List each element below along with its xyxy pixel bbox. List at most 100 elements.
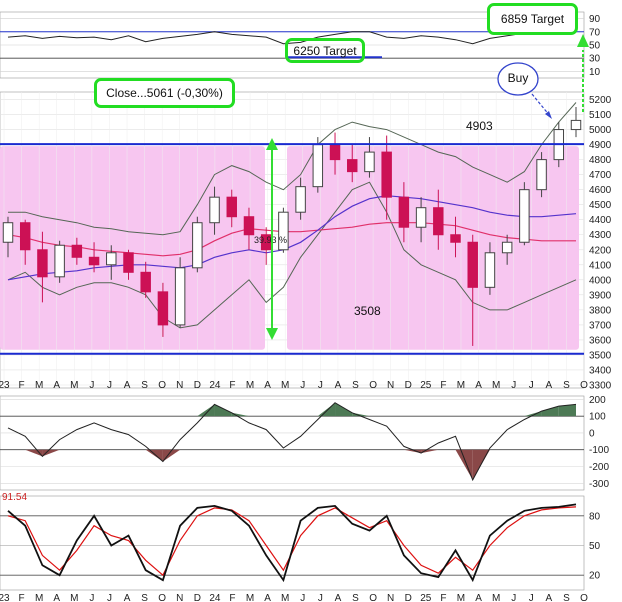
candle-body — [484, 252, 496, 288]
candle-body — [88, 256, 100, 266]
stochastic-x-tick-label: F — [229, 593, 235, 602]
oscillator-tick-label: 90 — [589, 14, 601, 25]
oscillator-tick-label: 30 — [589, 54, 601, 65]
price-tick-label: 5100 — [589, 110, 612, 121]
candle-body — [226, 196, 237, 218]
oscillator-series-line — [7, 31, 577, 45]
range-band-left — [0, 146, 265, 350]
price-x-tick-label: J — [107, 380, 112, 391]
stochastic-x-tick-label: M — [35, 593, 43, 602]
price-x-tick-label: S — [141, 380, 148, 391]
candle-body — [54, 244, 65, 278]
momentum-negative-fill — [403, 449, 422, 454]
price-tick-label: 4700 — [589, 170, 612, 181]
price-pane: 3300 3400 3500 3600 3700 3800 3900 4000 4100 4200… — [0, 91, 612, 391]
price-x-tick-label: S — [563, 380, 570, 391]
oscillator-tick-label: 50 — [589, 41, 601, 52]
momentum-positive-fill — [317, 402, 336, 417]
candle-body — [37, 249, 48, 278]
price-x-tick-label: 25 — [420, 380, 432, 391]
buy-label: Buy — [508, 71, 529, 85]
momentum-positive-fill — [352, 412, 370, 417]
stochastic-x-tick-label: A — [475, 593, 482, 602]
candle-body — [192, 222, 203, 269]
stochastic-frame — [0, 495, 585, 591]
target-callout-high: 6859 Target — [487, 3, 578, 35]
candle-body — [157, 291, 169, 326]
price-tick-label: 5000 — [589, 125, 612, 136]
price-x-tick-label: N — [176, 380, 183, 391]
price-x-tick-label: 23 — [0, 380, 10, 391]
candle-body — [381, 151, 392, 198]
price-tick-label: 4500 — [589, 200, 612, 211]
momentum-tick-label: -200 — [589, 462, 609, 473]
candle-body — [501, 241, 513, 254]
stochastic-x-tick-label: J — [511, 593, 516, 602]
stochastic-x-tick-label: F — [440, 593, 446, 602]
price-tick-label: 3600 — [589, 335, 612, 346]
target-arrow-head — [577, 34, 589, 47]
range-band-right — [287, 146, 579, 350]
candle-body — [450, 234, 461, 243]
price-x-tick-label: J — [511, 380, 516, 391]
momentum-positive-fill — [197, 404, 215, 417]
candle-body — [467, 241, 478, 288]
price-x-tick-label: M — [35, 380, 43, 391]
candle-body — [415, 207, 427, 228]
momentum-negative-fill — [162, 449, 181, 462]
candle-body — [123, 252, 134, 273]
stochastic-x-tick-label: J — [89, 593, 94, 602]
stochastic-x-tick-label: M — [70, 593, 78, 602]
momentum-tick-label: 100 — [589, 412, 606, 423]
candle-body — [2, 222, 14, 243]
stochastic-x-tick-label: 24 — [209, 593, 221, 602]
price-tick-label: 4100 — [589, 260, 612, 271]
price-tick-label: 3500 — [589, 350, 612, 361]
price-x-tick-label: J — [89, 380, 94, 391]
momentum-frame — [0, 395, 585, 491]
stochastic-x-tick-label: D — [194, 593, 201, 602]
stochastic-x-tick-label: S — [141, 593, 148, 602]
bollinger-upper-line — [8, 102, 577, 236]
price-x-tick-label: A — [335, 380, 342, 391]
momentum-positive-fill — [335, 402, 353, 417]
price-tick-label: 4600 — [589, 185, 612, 196]
stochastic-x-tick-label: S — [352, 593, 359, 602]
price-x-tick-label: A — [53, 380, 60, 391]
momentum-positive-fill — [558, 404, 576, 417]
stochastic-x-tick-label: N — [176, 593, 183, 602]
stochastic-tick-label: 80 — [589, 511, 601, 522]
stochastic-x-tick-label: J — [318, 593, 323, 602]
price-tick-label: 3800 — [589, 305, 612, 316]
candle-body — [519, 189, 530, 243]
stochastic-x-tick-label: A — [546, 593, 553, 602]
stochastic-tick-label: 20 — [589, 571, 601, 582]
price-x-tick-label: O — [369, 380, 377, 391]
bollinger-lower-line — [7, 181, 577, 329]
momentum-positive-fill — [214, 404, 232, 417]
candle-body — [209, 196, 220, 224]
price-x-tick-label: A — [124, 380, 131, 391]
price-x-tick-label: M — [70, 380, 78, 391]
candle-body — [243, 216, 255, 236]
price-x-tick-label: J — [318, 380, 323, 391]
candle-body — [347, 159, 358, 173]
momentum-tick-label: 200 — [589, 395, 606, 406]
momentum-positive-fill — [524, 411, 542, 417]
moving-average-long-line — [7, 195, 577, 281]
stochastic-x-tick-label: A — [264, 593, 271, 602]
momentum-negative-fill — [455, 449, 473, 480]
stochastic-x-tick-label: O — [369, 593, 377, 602]
stochastic-x-tick-label: 23 — [0, 593, 10, 602]
stochastic-readout: 91.54 — [2, 492, 27, 503]
momentum-negative-fill — [145, 449, 163, 462]
candle-body — [140, 271, 151, 293]
price-tick-label: 3400 — [589, 365, 612, 376]
momentum-tick-label: 0 — [589, 428, 595, 439]
price-tick-label: 4800 — [589, 155, 612, 166]
price-tick-label: 3700 — [589, 320, 612, 331]
stochastic-x-tick-label: M — [492, 593, 500, 602]
momentum-tick-label: -300 — [589, 479, 609, 490]
price-x-tick-label: S — [352, 380, 359, 391]
moving-average-short-line — [7, 222, 576, 257]
